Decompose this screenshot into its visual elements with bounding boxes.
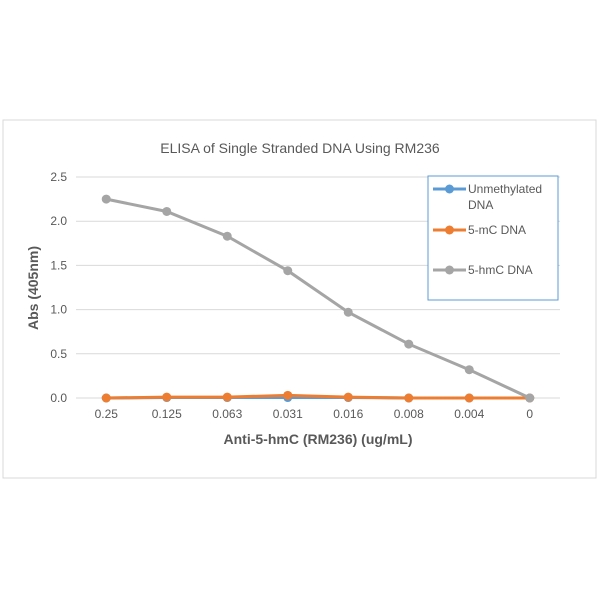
x-tick-label: 0.063 <box>212 407 242 421</box>
data-point <box>222 231 232 241</box>
y-tick-label: 1.5 <box>50 258 67 272</box>
series-line <box>105 197 531 400</box>
data-point <box>162 392 172 402</box>
x-tick-label: 0.25 <box>95 407 119 421</box>
series-line <box>106 393 530 400</box>
data-point <box>101 393 111 403</box>
y-axis-label: Abs (405nm) <box>25 246 41 330</box>
legend-marker <box>445 265 454 275</box>
y-tick-label: 1.0 <box>50 303 67 317</box>
x-tick-label: 0.125 <box>152 407 182 421</box>
data-point <box>283 266 293 276</box>
data-point <box>343 307 353 317</box>
data-point <box>464 365 474 375</box>
legend-label: 5-hmC DNA <box>468 263 533 277</box>
x-axis-label: Anti-5-hmC (RM236) (ug/mL) <box>224 431 413 447</box>
data-point <box>343 392 353 402</box>
x-tick-label: 0.031 <box>273 407 303 421</box>
data-point <box>162 206 172 216</box>
data-point <box>525 393 535 403</box>
y-tick-label: 2.5 <box>50 170 67 184</box>
data-point <box>404 339 414 349</box>
legend: Unmethylated DNA 5-mC DNA 5-hmC DNA <box>427 175 559 301</box>
chart-title: ELISA of Single Stranded DNA Using RM236 <box>160 140 440 156</box>
data-point <box>464 393 474 403</box>
y-tick-label: 0.5 <box>50 347 67 361</box>
legend-box <box>427 175 559 301</box>
data-point <box>283 390 293 400</box>
y-tick-label: 2.0 <box>50 214 67 228</box>
x-tick-label: 0.016 <box>333 407 363 421</box>
data-point <box>101 194 111 204</box>
x-tick-label: 0.004 <box>454 407 484 421</box>
legend-label: 5-mC DNA <box>468 223 526 237</box>
legend-marker <box>445 184 454 194</box>
series-2 <box>101 194 535 403</box>
legend-label: Unmethylated DNA <box>468 182 542 212</box>
data-point <box>222 392 232 402</box>
x-tick-label: 0.008 <box>394 407 424 421</box>
x-tick-label: 0 <box>526 407 533 421</box>
data-point <box>404 393 414 403</box>
y-tick-label: 0.0 <box>50 391 67 405</box>
legend-marker <box>445 225 454 235</box>
